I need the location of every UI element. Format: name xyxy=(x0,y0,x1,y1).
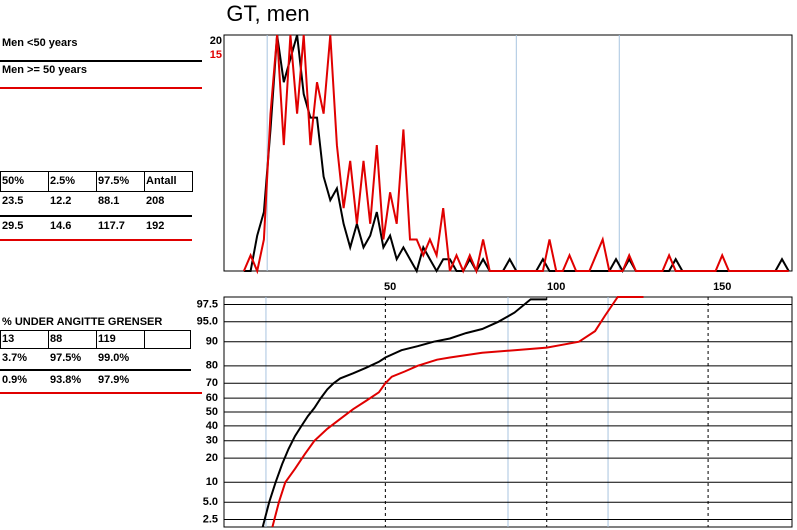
table-cell xyxy=(144,330,191,349)
data-line xyxy=(261,298,547,528)
table-cell-text: 23.5 xyxy=(2,195,23,207)
table-header: 119 xyxy=(98,333,116,345)
y-tick-label: 5.0 xyxy=(203,496,218,508)
x-tick-label: 150 xyxy=(713,281,731,293)
table-header: 2.5% xyxy=(50,175,75,187)
y-tick-label: 97.5 xyxy=(197,298,218,310)
table-header: 88 xyxy=(50,333,62,345)
data-line xyxy=(271,296,644,528)
table-header: 13 xyxy=(2,333,14,345)
table-cell xyxy=(144,171,193,192)
table-cell-text: 97.9% xyxy=(98,374,129,386)
y-tick-label: 60 xyxy=(206,392,218,404)
table-header: Antall xyxy=(146,175,177,187)
y-tick-label: 95.0 xyxy=(197,316,218,328)
table-cell-text: 192 xyxy=(146,220,164,232)
table-cell-text: 208 xyxy=(146,195,164,207)
y-tick-label: 40 xyxy=(206,420,218,432)
table-header: 50% xyxy=(2,175,24,187)
chart-title: GT, men xyxy=(226,1,309,26)
y-tick-label: 70 xyxy=(206,377,218,389)
table-cell-text: 12.2 xyxy=(50,195,71,207)
table-cell-text: 93.8% xyxy=(50,374,81,386)
y-tick-label: 20 xyxy=(210,35,222,47)
y2-tick-label: 15 xyxy=(210,49,222,61)
y-tick-label: 30 xyxy=(206,435,218,447)
table-cell-text: 99.0% xyxy=(98,352,129,364)
y-tick-label: 20 xyxy=(206,452,218,464)
table-cell-text: 97.5% xyxy=(50,352,81,364)
table-cell-text: 117.7 xyxy=(98,220,125,232)
data-line xyxy=(242,34,789,275)
legend-label: Men >= 50 years xyxy=(2,64,87,76)
y-tick-label: 50 xyxy=(206,406,218,418)
y-tick-label: 80 xyxy=(206,360,218,372)
table-cell-text: 3.7% xyxy=(2,352,27,364)
legend-label: Men <50 years xyxy=(2,37,78,49)
table-title: % UNDER ANGITTE GRENSER xyxy=(2,316,162,328)
y-tick-label: 2.5 xyxy=(203,513,218,525)
table-cell-text: 88.1 xyxy=(98,195,119,207)
table-cell-text: 0.9% xyxy=(2,374,27,386)
x-tick-label: 100 xyxy=(547,281,565,293)
y-tick-label: 10 xyxy=(206,476,218,488)
y-tick-label: 90 xyxy=(206,336,218,348)
table-cell-text: 14.6 xyxy=(50,220,71,232)
table-cell-text: 29.5 xyxy=(2,220,23,232)
table-header: 97.5% xyxy=(98,175,129,187)
x-tick-label: 50 xyxy=(384,281,396,293)
